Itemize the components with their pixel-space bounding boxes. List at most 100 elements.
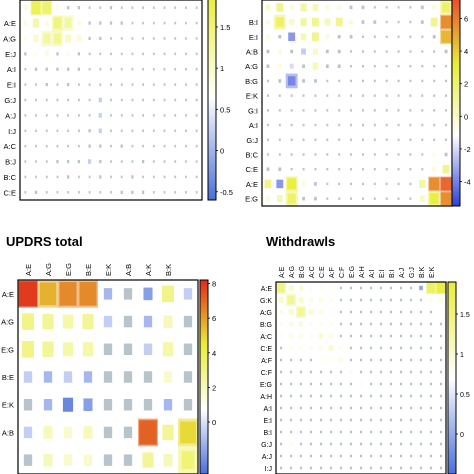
heatmap-cell	[397, 138, 400, 142]
heatmap-cell	[195, 67, 198, 71]
heatmap-cell	[123, 288, 133, 300]
heatmap-cell	[266, 167, 270, 171]
colorbar-tick-label: 0	[212, 418, 216, 427]
heatmap-cell	[429, 442, 433, 446]
heatmap-cell	[379, 430, 383, 434]
heatmap-cell	[432, 35, 436, 39]
heatmap-cell	[99, 83, 102, 86]
heatmap-cell	[439, 382, 443, 386]
heatmap-cell	[397, 109, 400, 112]
heatmap-cell	[385, 35, 388, 39]
heatmap-cell	[444, 152, 448, 157]
heatmap-cell	[433, 79, 436, 83]
heatmap-cell	[103, 426, 113, 439]
heatmap-cell	[77, 129, 80, 133]
heatmap-cell	[142, 83, 145, 86]
column-label: C:F	[339, 267, 346, 278]
heatmap-cell	[266, 79, 269, 83]
heatmap-cell	[62, 314, 74, 329]
heatmap-cell	[289, 406, 293, 410]
heatmap-cell	[67, 191, 70, 194]
heatmap-cell	[152, 144, 155, 148]
heatmap-cell	[439, 310, 443, 314]
heatmap-cell	[329, 286, 333, 290]
heatmap-cell	[399, 454, 403, 458]
colorbar-tick-label: 1	[460, 352, 464, 359]
heatmap-cell	[163, 83, 166, 86]
heatmap-cell	[123, 371, 133, 383]
heatmap-cell	[142, 98, 145, 102]
colorbar-tick-label: 4	[212, 349, 216, 358]
heatmap-cell	[373, 6, 376, 9]
heatmap-cell	[397, 153, 400, 156]
heatmap-cell	[43, 33, 51, 44]
heatmap-cell	[143, 315, 153, 328]
heatmap-cell	[329, 442, 333, 446]
heatmap-cell	[325, 34, 330, 40]
heatmap-cell	[289, 466, 293, 470]
heatmap-cell	[311, 17, 319, 27]
row-label: E:K	[246, 92, 258, 101]
heatmap-cell	[339, 322, 343, 326]
heatmap-cell	[23, 371, 33, 383]
heatmap-cell	[369, 442, 373, 446]
heatmap-cell	[83, 371, 93, 383]
colorbar-tick-label: 0	[460, 432, 464, 439]
heatmap-cell	[314, 138, 317, 142]
heatmap-cell	[24, 52, 27, 56]
heatmap-cell	[409, 370, 413, 374]
column-label: B:I	[389, 269, 396, 278]
heatmap-cell	[419, 334, 423, 338]
heatmap-cell	[266, 123, 269, 127]
heatmap-cell	[195, 98, 198, 102]
heatmap-cell	[163, 160, 166, 163]
heatmap-cell	[131, 6, 134, 9]
heatmap-cell	[162, 342, 174, 357]
heatmap-cell	[385, 167, 388, 171]
heatmap-cell	[67, 98, 70, 102]
heatmap-cell	[289, 454, 293, 458]
column-label: A:E	[24, 264, 33, 276]
heatmap-cell	[379, 370, 383, 374]
heatmap-cell	[264, 179, 272, 189]
heatmap-cell	[335, 17, 343, 27]
heatmap-cell	[359, 382, 363, 386]
heatmap-cell	[349, 322, 353, 326]
heatmap-cell	[43, 453, 53, 467]
heatmap-cell	[63, 371, 73, 383]
heatmap-cell	[195, 21, 198, 25]
heatmap-cell	[309, 346, 313, 350]
heatmap-cell	[432, 4, 437, 10]
heatmap-cell	[143, 398, 153, 411]
heatmap-cell	[397, 35, 400, 39]
heatmap-cell	[45, 191, 48, 194]
heatmap-cell	[329, 466, 333, 470]
heatmap-cell	[409, 322, 413, 326]
heatmap-cell	[429, 430, 433, 434]
heatmap-cell	[314, 196, 317, 201]
heatmap-cell	[265, 19, 270, 25]
heatmap-cell	[110, 144, 112, 148]
heatmap-cell	[361, 109, 364, 112]
row-label: G:I	[248, 106, 258, 115]
heatmap-cell	[56, 175, 59, 179]
heatmap-cell	[350, 182, 353, 186]
heatmap-cell	[433, 94, 436, 97]
heatmap-cell	[379, 454, 383, 458]
heatmap-cell	[185, 6, 187, 9]
row-label: E:G	[245, 195, 258, 204]
heatmap-cell	[419, 195, 425, 202]
withdrawls-title: Withdrawls	[266, 234, 336, 249]
heatmap-cell	[339, 394, 343, 398]
colorbar-tick-label: -2	[464, 145, 471, 154]
heatmap-cell	[419, 358, 423, 362]
heatmap-cell	[339, 334, 343, 338]
heatmap-cell	[195, 6, 198, 9]
heatmap-cell	[444, 49, 448, 54]
heatmap-cell	[369, 430, 373, 434]
heatmap-cell	[433, 109, 436, 112]
heatmap-cell	[131, 129, 134, 133]
heatmap-cell	[309, 454, 313, 458]
heatmap-cell	[277, 49, 282, 54]
heatmap-cell	[399, 466, 403, 470]
